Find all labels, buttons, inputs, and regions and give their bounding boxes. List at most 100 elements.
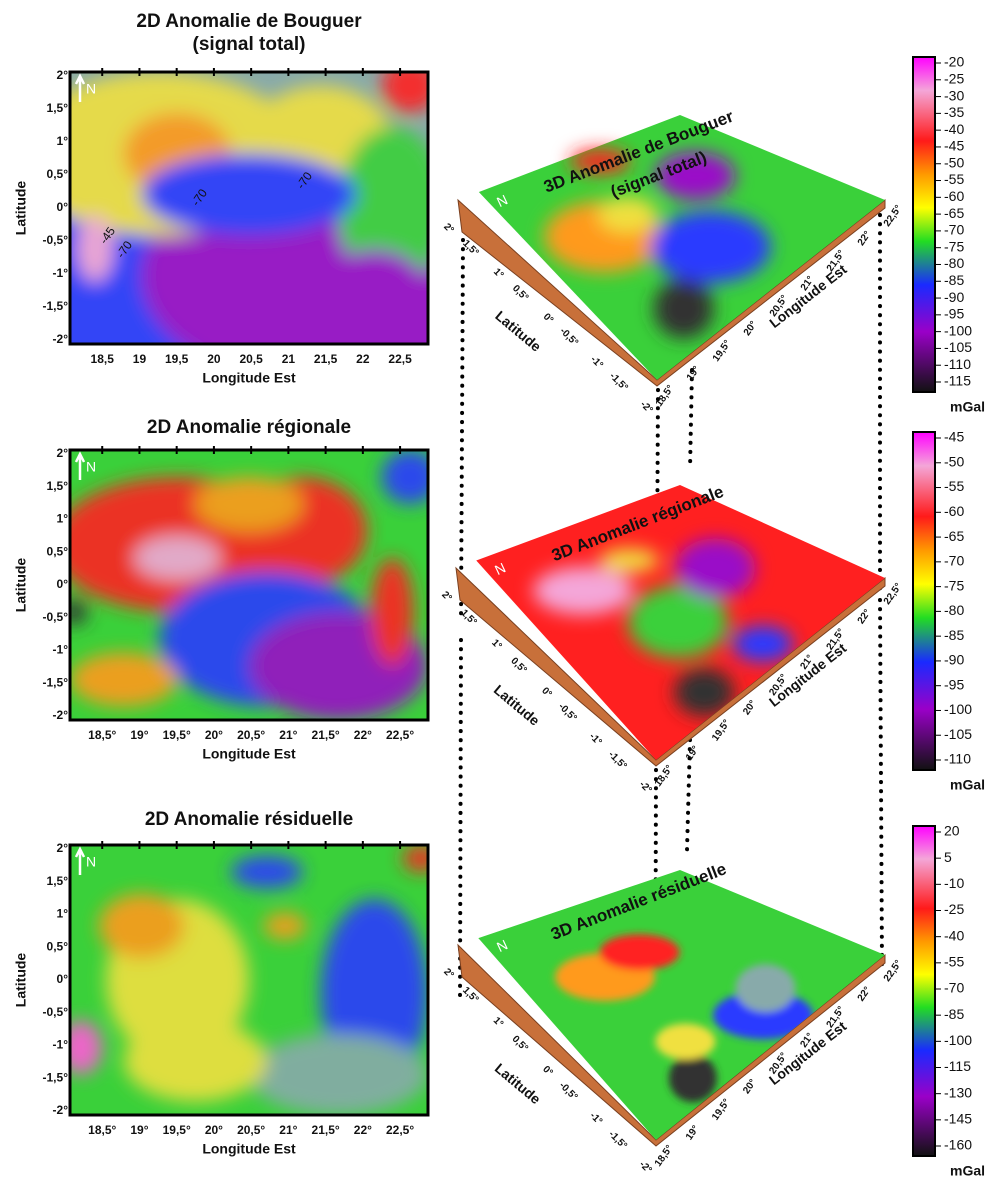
colorbar-unit: mGal	[950, 399, 985, 415]
surface-blob	[533, 566, 634, 615]
colorbar-tick-label: -80	[944, 602, 964, 618]
x-tick-label: 19°	[130, 1123, 148, 1137]
colorbar-tick-label: -85	[944, 272, 964, 288]
y-tick-label: -2°	[53, 708, 69, 722]
colorbar-tick-label: -100	[944, 1032, 972, 1048]
map-frame	[68, 70, 430, 346]
colorbar-tick-label: 5	[944, 849, 952, 865]
colorbar-tick-label: -100	[944, 701, 972, 717]
y-tick-label: -0,5°	[43, 1005, 69, 1019]
map-texture	[70, 845, 428, 1115]
y-tick-label: 1°	[57, 907, 69, 921]
colorbar-tick-label: -90	[944, 289, 964, 305]
x-tick-label: 18,5°	[654, 383, 676, 409]
surface-image	[456, 485, 885, 760]
x-tick-label: 22°	[856, 985, 874, 1004]
x-tick-label: 21°	[279, 1123, 297, 1137]
surface-blob	[570, 149, 630, 174]
x-tick-label: 18,5°	[88, 728, 116, 742]
y-tick-label: -0,5°	[557, 326, 580, 349]
surface-texture	[555, 934, 814, 1103]
y-tick-label: -1°	[587, 1110, 604, 1127]
y-axis-label: Latitude	[13, 953, 29, 1008]
x-tick-label: 20,5°	[237, 728, 265, 742]
surface-image	[458, 870, 885, 1140]
y-tick-label: -1,5°	[43, 299, 69, 313]
y-tick-label: -2°	[637, 1159, 654, 1176]
y-tick-label: 1°	[489, 637, 504, 652]
north-arrow	[74, 451, 86, 480]
colorbar-tick-label: -70	[944, 553, 964, 569]
y-tick-label: 1°	[57, 134, 69, 148]
map-blob	[381, 450, 428, 504]
north-label: N	[86, 81, 96, 97]
y-tick-label: -0,5°	[556, 701, 579, 724]
surface-blob	[675, 538, 756, 599]
colorbar-tick-label: -60	[944, 503, 964, 519]
colorbar-tick-label: -65	[944, 205, 964, 221]
surface-blob	[653, 278, 714, 339]
colorbar-tick-label: -95	[944, 676, 964, 692]
x-tick-label: 21°	[279, 728, 297, 742]
colorbar-tick-label: -55	[944, 954, 964, 970]
colorbar	[912, 431, 936, 771]
y-tick-label: -2°	[53, 1103, 69, 1117]
y-tick-label: -2°	[637, 779, 654, 796]
x-tick-label: 20,5	[239, 352, 263, 366]
y-tick-label: -1,5°	[606, 1129, 629, 1152]
map-texture	[70, 450, 428, 720]
map-blob	[231, 855, 303, 889]
y-tick-label: 1,5°	[47, 874, 69, 888]
colorbar-tick-label: -55	[944, 171, 964, 187]
surface-blob	[668, 1054, 717, 1103]
colorbar-tick-label: -50	[944, 154, 964, 170]
map-image	[70, 450, 428, 720]
map-title: 2D Anomalie régionale	[147, 417, 351, 438]
surface-blob	[655, 152, 736, 200]
x-tick-label: 20°	[741, 1077, 759, 1096]
y-tick-label: 0,5°	[47, 167, 69, 181]
y-axis-label: Latitude	[13, 558, 29, 613]
y-tick-label: -2°	[638, 399, 655, 416]
map-title: 2D Anomalie de Bouguer	[136, 11, 362, 32]
map-blob	[381, 72, 428, 113]
y-tick-label: 0°	[540, 1064, 555, 1079]
x-tick-label: 19	[133, 352, 147, 366]
y-tick-label: 0,5°	[508, 656, 528, 676]
map-title: (signal total)	[193, 34, 306, 55]
y-tick-label: 2°	[57, 68, 69, 82]
colorbar-unit: mGal	[950, 1163, 985, 1179]
colorbar-tick-label: -55	[944, 478, 964, 494]
x-tick-label: 19,5°	[163, 728, 191, 742]
colorbar-tick-label: -30	[944, 87, 964, 103]
surface-blob	[597, 196, 658, 233]
colorbar-tick-label: -20	[944, 54, 964, 70]
x-tick-label: 22°	[856, 229, 874, 248]
y-tick-label: -1,5°	[43, 675, 69, 689]
map-blob	[249, 1034, 428, 1115]
colorbar-tick-label: -105	[944, 339, 972, 355]
colorbar-tick-label: -35	[944, 104, 964, 120]
colorbar-tick-label: -85	[944, 627, 964, 643]
x-tick-label: 19°	[130, 728, 148, 742]
x-tick-label: 19,5°	[163, 1123, 191, 1137]
surface-image	[458, 115, 885, 380]
north-label: N	[86, 459, 96, 475]
colorbar-tick-label: -145	[944, 1111, 972, 1127]
colorbar-tick-label: -115	[944, 1058, 971, 1074]
x-tick-label: 19°	[684, 744, 702, 763]
x-tick-label: 22°	[856, 607, 874, 626]
x-tick-label: 20°	[205, 728, 223, 742]
x-tick-label: 18,5°	[88, 1123, 116, 1137]
x-tick-label: 18,5°	[653, 763, 675, 789]
y-tick-label: -1,5°	[606, 749, 629, 772]
north-arrow	[74, 846, 86, 875]
y-axis-label: Latitude	[491, 681, 543, 728]
y-tick-label: -1,5°	[607, 371, 630, 394]
map-blob	[70, 598, 88, 626]
x-tick-label: 22°	[354, 1123, 372, 1137]
y-tick-label: -0,5°	[43, 610, 69, 624]
x-tick-label: 20	[207, 352, 221, 366]
surface-blob	[599, 934, 680, 971]
x-tick-label: 19°	[684, 1124, 702, 1143]
